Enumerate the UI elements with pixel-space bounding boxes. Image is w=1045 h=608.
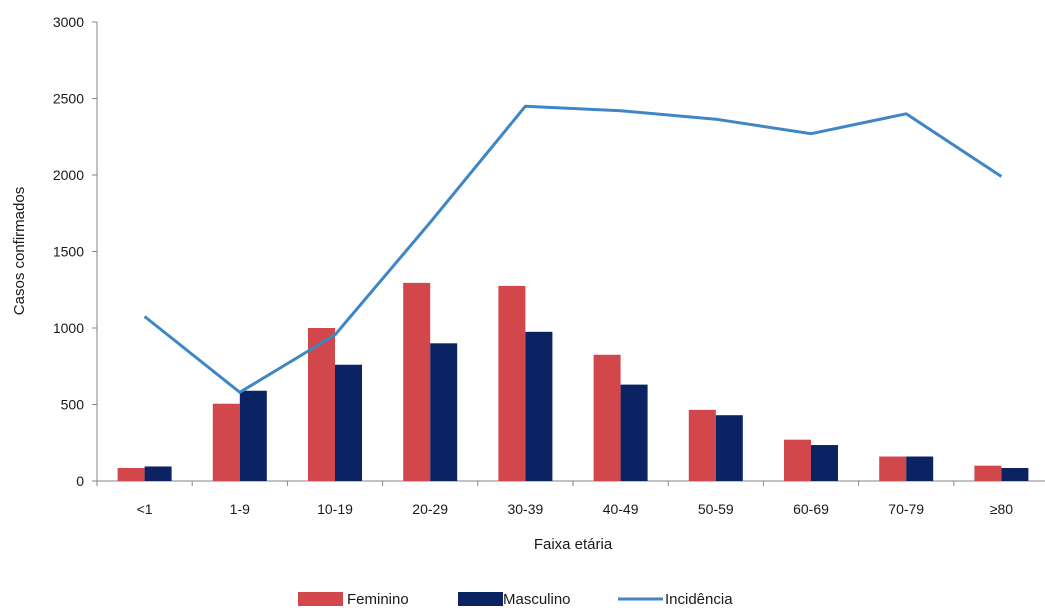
y-tick-label: 2500 xyxy=(53,91,84,107)
bar-feminino-5 xyxy=(593,354,621,481)
bar-feminino-8 xyxy=(879,456,907,481)
y-tick-label: 3000 xyxy=(53,14,84,30)
bar-feminino-0 xyxy=(117,467,145,481)
line-incidência xyxy=(143,104,1003,394)
legend-swatch xyxy=(298,592,343,606)
x-tick-label: 40-49 xyxy=(603,501,639,517)
bars xyxy=(117,282,1029,481)
x-tick-label: 30-39 xyxy=(507,501,543,517)
x-tick-label: 10-19 xyxy=(317,501,353,517)
legend-label: Feminino xyxy=(347,591,409,608)
bar-masculino-0 xyxy=(144,466,172,481)
bar-feminino-2 xyxy=(308,328,335,481)
bar-masculino-4 xyxy=(525,331,553,481)
x-tick-label: 70-79 xyxy=(888,501,924,517)
x-tick-label: 1-9 xyxy=(230,501,250,517)
bar-masculino-3 xyxy=(430,343,458,481)
x-tick-label: <1 xyxy=(137,501,153,517)
legend-swatch xyxy=(458,592,503,606)
bar-feminino-4 xyxy=(498,285,526,481)
bar-masculino-2 xyxy=(335,364,362,481)
bar-masculino-6 xyxy=(715,415,743,481)
legend-item-feminino: Feminino xyxy=(298,591,409,608)
y-axis-title: Casos confirmados xyxy=(11,187,28,315)
legend: Feminino Masculino Incidência xyxy=(298,591,733,608)
x-tick-label: 60-69 xyxy=(793,501,829,517)
y-tick-label: 1000 xyxy=(53,320,84,336)
x-axis: <1 1-9 10-19 20-29 30-39 40-49 50-59 60-69 70-79… xyxy=(96,480,1045,517)
bar-feminino-3 xyxy=(403,282,431,481)
y-tick-label: 500 xyxy=(61,397,85,413)
legend-item-masculino: Masculino xyxy=(458,591,571,608)
bar-masculino-7 xyxy=(811,445,838,481)
x-axis-title: Faixa etária xyxy=(534,536,613,553)
bar-masculino-5 xyxy=(620,384,648,481)
bar-masculino-8 xyxy=(906,456,934,481)
bar-feminino-1 xyxy=(212,403,240,481)
bar-feminino-6 xyxy=(688,409,716,481)
bar-masculino-9 xyxy=(1001,467,1029,481)
y-tick-label: 1500 xyxy=(53,244,84,260)
y-tick-label: 0 xyxy=(76,473,84,489)
bar-masculino-1 xyxy=(239,390,267,481)
legend-label: Incidência xyxy=(665,591,733,608)
legend-label: Masculino xyxy=(503,591,571,608)
y-axis: 0 500 1000 1500 2000 2500 3000 xyxy=(53,14,98,489)
line-layer xyxy=(143,104,1003,394)
x-tick-label: 20-29 xyxy=(412,501,448,517)
bar-feminino-7 xyxy=(784,439,811,481)
x-tick-label: 50-59 xyxy=(698,501,734,517)
y-tick-label: 2000 xyxy=(53,167,84,183)
legend-item-incidência: Incidência xyxy=(618,591,733,608)
x-tick-label: ≥80 xyxy=(990,501,1013,517)
bar-feminino-9 xyxy=(974,465,1002,481)
